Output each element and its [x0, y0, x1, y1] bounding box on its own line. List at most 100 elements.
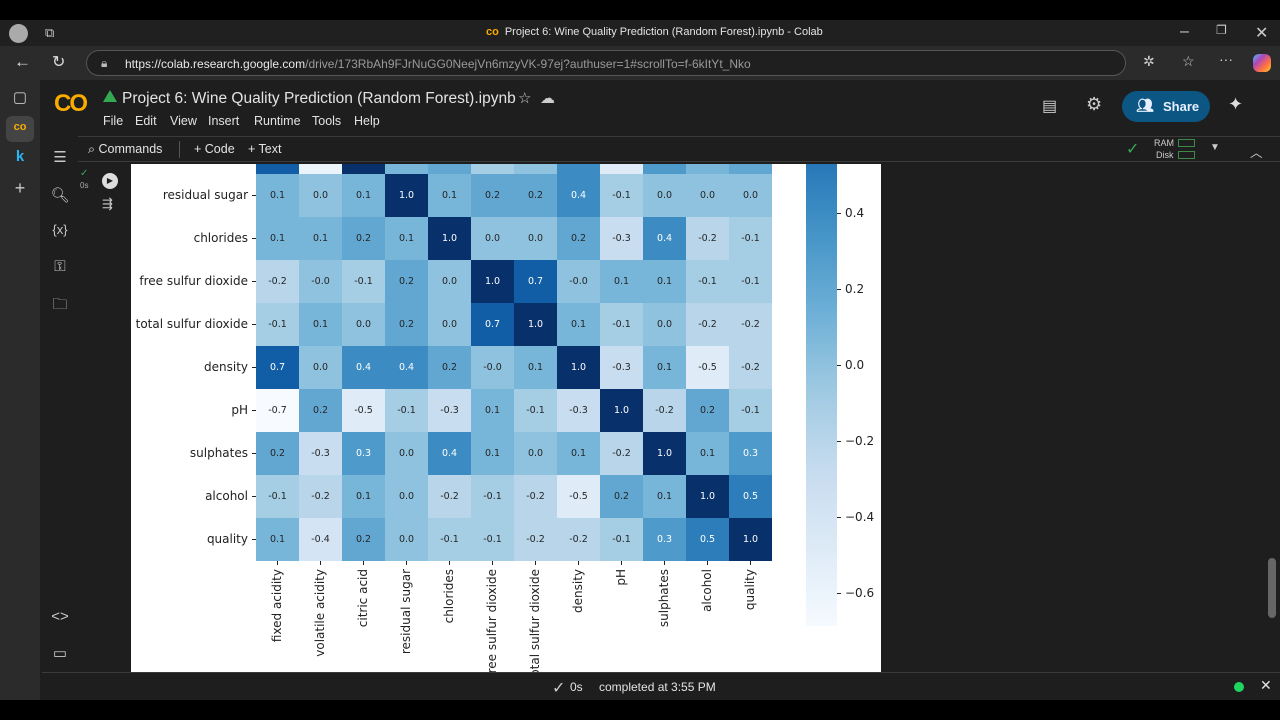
heatmap-cell: -0.2 [729, 303, 772, 346]
row-tick [252, 238, 256, 239]
disk-label: Disk [1156, 150, 1174, 160]
menu-file[interactable]: File [103, 114, 124, 128]
heatmap-cell: -0.3 [557, 389, 600, 432]
heatmap-cell: 0.4 [342, 346, 385, 389]
col-tick [320, 561, 321, 565]
tab-title: Project 6: Wine Quality Prediction (Rand… [504, 26, 823, 38]
row-tick [252, 324, 256, 325]
terminal-icon[interactable]: ▭ [52, 645, 68, 662]
row-tick [252, 195, 256, 196]
runtime-dropdown-icon[interactable]: ▼ [1210, 142, 1220, 153]
col-tick [578, 561, 579, 565]
column-label: pH [614, 569, 628, 586]
notebook-title[interactable]: Project 6: Wine Quality Prediction (Rand… [122, 90, 516, 107]
restore-button[interactable]: ❐ [1216, 23, 1227, 37]
heatmap-cell-clipped [600, 164, 643, 174]
profile-avatar[interactable] [9, 24, 28, 43]
heatmap-cell: -0.5 [686, 346, 729, 389]
heatmap-cell: 0.2 [299, 389, 342, 432]
heatmap-cell: 0.0 [299, 346, 342, 389]
minimize-button[interactable]: – [1180, 23, 1189, 40]
tab-actions-icon[interactable]: ▢ [12, 89, 28, 106]
heatmap-cell: 0.1 [256, 217, 299, 260]
find-icon[interactable]: 🔍︎ [50, 187, 70, 204]
code-snippets-icon[interactable]: <> [51, 608, 69, 625]
colorbar-tick [837, 441, 841, 442]
row-label: total sulfur dioxide [135, 317, 248, 331]
cloud-saved-icon: ☁ [540, 90, 555, 107]
back-button[interactable]: ← [14, 52, 31, 71]
add-text-button[interactable]: + Text [248, 142, 282, 156]
column-label: density [571, 569, 585, 613]
heatmap-cell: 0.1 [299, 303, 342, 346]
share-button[interactable]: 👥︎ Share [1122, 91, 1210, 122]
output-actions-icon[interactable]: ⇶ [102, 196, 113, 211]
ram-meter[interactable] [1178, 139, 1195, 147]
heatmap-cell: 0.2 [385, 303, 428, 346]
comments-icon[interactable]: ▤ [1042, 98, 1058, 115]
k-app-icon[interactable]: k [15, 148, 25, 165]
add-icon[interactable]: + [14, 178, 26, 198]
extensions-icon[interactable]: ✲ [1143, 53, 1155, 69]
close-status-icon[interactable]: ✕ [1260, 677, 1272, 693]
heatmap-cell: 0.1 [385, 217, 428, 260]
secrets-key-icon[interactable]: ⚿ [54, 258, 66, 275]
menu-help[interactable]: Help [354, 114, 380, 128]
heatmap-cell: 1.0 [557, 346, 600, 389]
column-label: chlorides [442, 569, 456, 624]
files-folder-icon[interactable]: 🗀 [52, 296, 68, 313]
scrollbar-thumb[interactable] [1268, 558, 1276, 618]
heatmap-cell: 0.1 [643, 346, 686, 389]
colab-logo[interactable]: CO [54, 90, 88, 117]
more-menu-icon[interactable]: ··· [1219, 51, 1233, 67]
heatmap-cell: 0.0 [643, 303, 686, 346]
heatmap-cell: 0.4 [643, 217, 686, 260]
heatmap-cell-clipped [256, 164, 299, 174]
menu-insert[interactable]: Insert [208, 114, 240, 128]
disk-meter[interactable] [1178, 151, 1195, 159]
run-cell-button[interactable]: ▶ [102, 173, 118, 189]
variables-icon[interactable]: {x} [52, 222, 68, 237]
col-tick [707, 561, 708, 565]
workspaces-icon[interactable]: ⧉ [45, 25, 55, 40]
heatmap-cell: 0.0 [342, 303, 385, 346]
heatmap-cell: -0.3 [600, 346, 643, 389]
heatmap-cell-clipped [471, 164, 514, 174]
settings-icon[interactable]: ⚙ [1086, 94, 1103, 114]
heatmap-cell: 0.1 [428, 174, 471, 217]
menu-tools[interactable]: Tools [312, 114, 342, 128]
col-tick [406, 561, 407, 565]
status-time: 0s [570, 680, 583, 694]
favorites-icon[interactable]: ☆ [1182, 53, 1195, 69]
status-text: completed at 3:55 PM [599, 680, 716, 694]
heatmap-cell-clipped [686, 164, 729, 174]
col-tick [449, 561, 450, 565]
toc-icon[interactable]: ☰ [53, 149, 67, 166]
menu-view[interactable]: View [170, 114, 197, 128]
divider [179, 141, 180, 158]
url-input[interactable]: 🔒︎ https://colab.research.google.com/dri… [86, 50, 1126, 76]
close-window-button[interactable]: ✕ [1255, 25, 1269, 42]
refresh-button[interactable]: ↻ [52, 54, 66, 71]
heatmap-cell: 0.7 [514, 260, 557, 303]
gemini-icon[interactable]: ✦ [1228, 94, 1244, 114]
connected-check-icon: ✓ [1126, 141, 1140, 158]
heatmap-cell: -0.3 [299, 432, 342, 475]
heatmap-cell: -0.1 [256, 303, 299, 346]
colorbar-tick [837, 593, 841, 594]
colorbar-tick-label: 0.0 [845, 358, 865, 372]
people-icon: 👥︎ [1136, 97, 1154, 113]
menu-edit[interactable]: Edit [135, 114, 157, 128]
commands-button[interactable]: ⌕ Commands [88, 142, 163, 156]
cell-exec-check-icon: ✓ [80, 168, 89, 179]
colab-tab-icon[interactable]: co [6, 116, 34, 142]
star-icon[interactable]: ☆ [518, 90, 532, 107]
collapse-chevron-icon[interactable]: ︿ [1250, 146, 1263, 160]
status-bar: ✓ 0s completed at 3:55 PM ✕ [42, 672, 1280, 700]
add-code-button[interactable]: + Code [194, 142, 235, 156]
heatmap-cell: 0.0 [729, 174, 772, 217]
menu-runtime[interactable]: Runtime [254, 114, 301, 128]
copilot-icon[interactable] [1253, 54, 1271, 72]
heatmap-cell: 0.0 [514, 432, 557, 475]
notebook-toolbar: ⌕ Commands + Code + Text ✓ RAM Disk ▼ ︿ [78, 136, 1280, 162]
